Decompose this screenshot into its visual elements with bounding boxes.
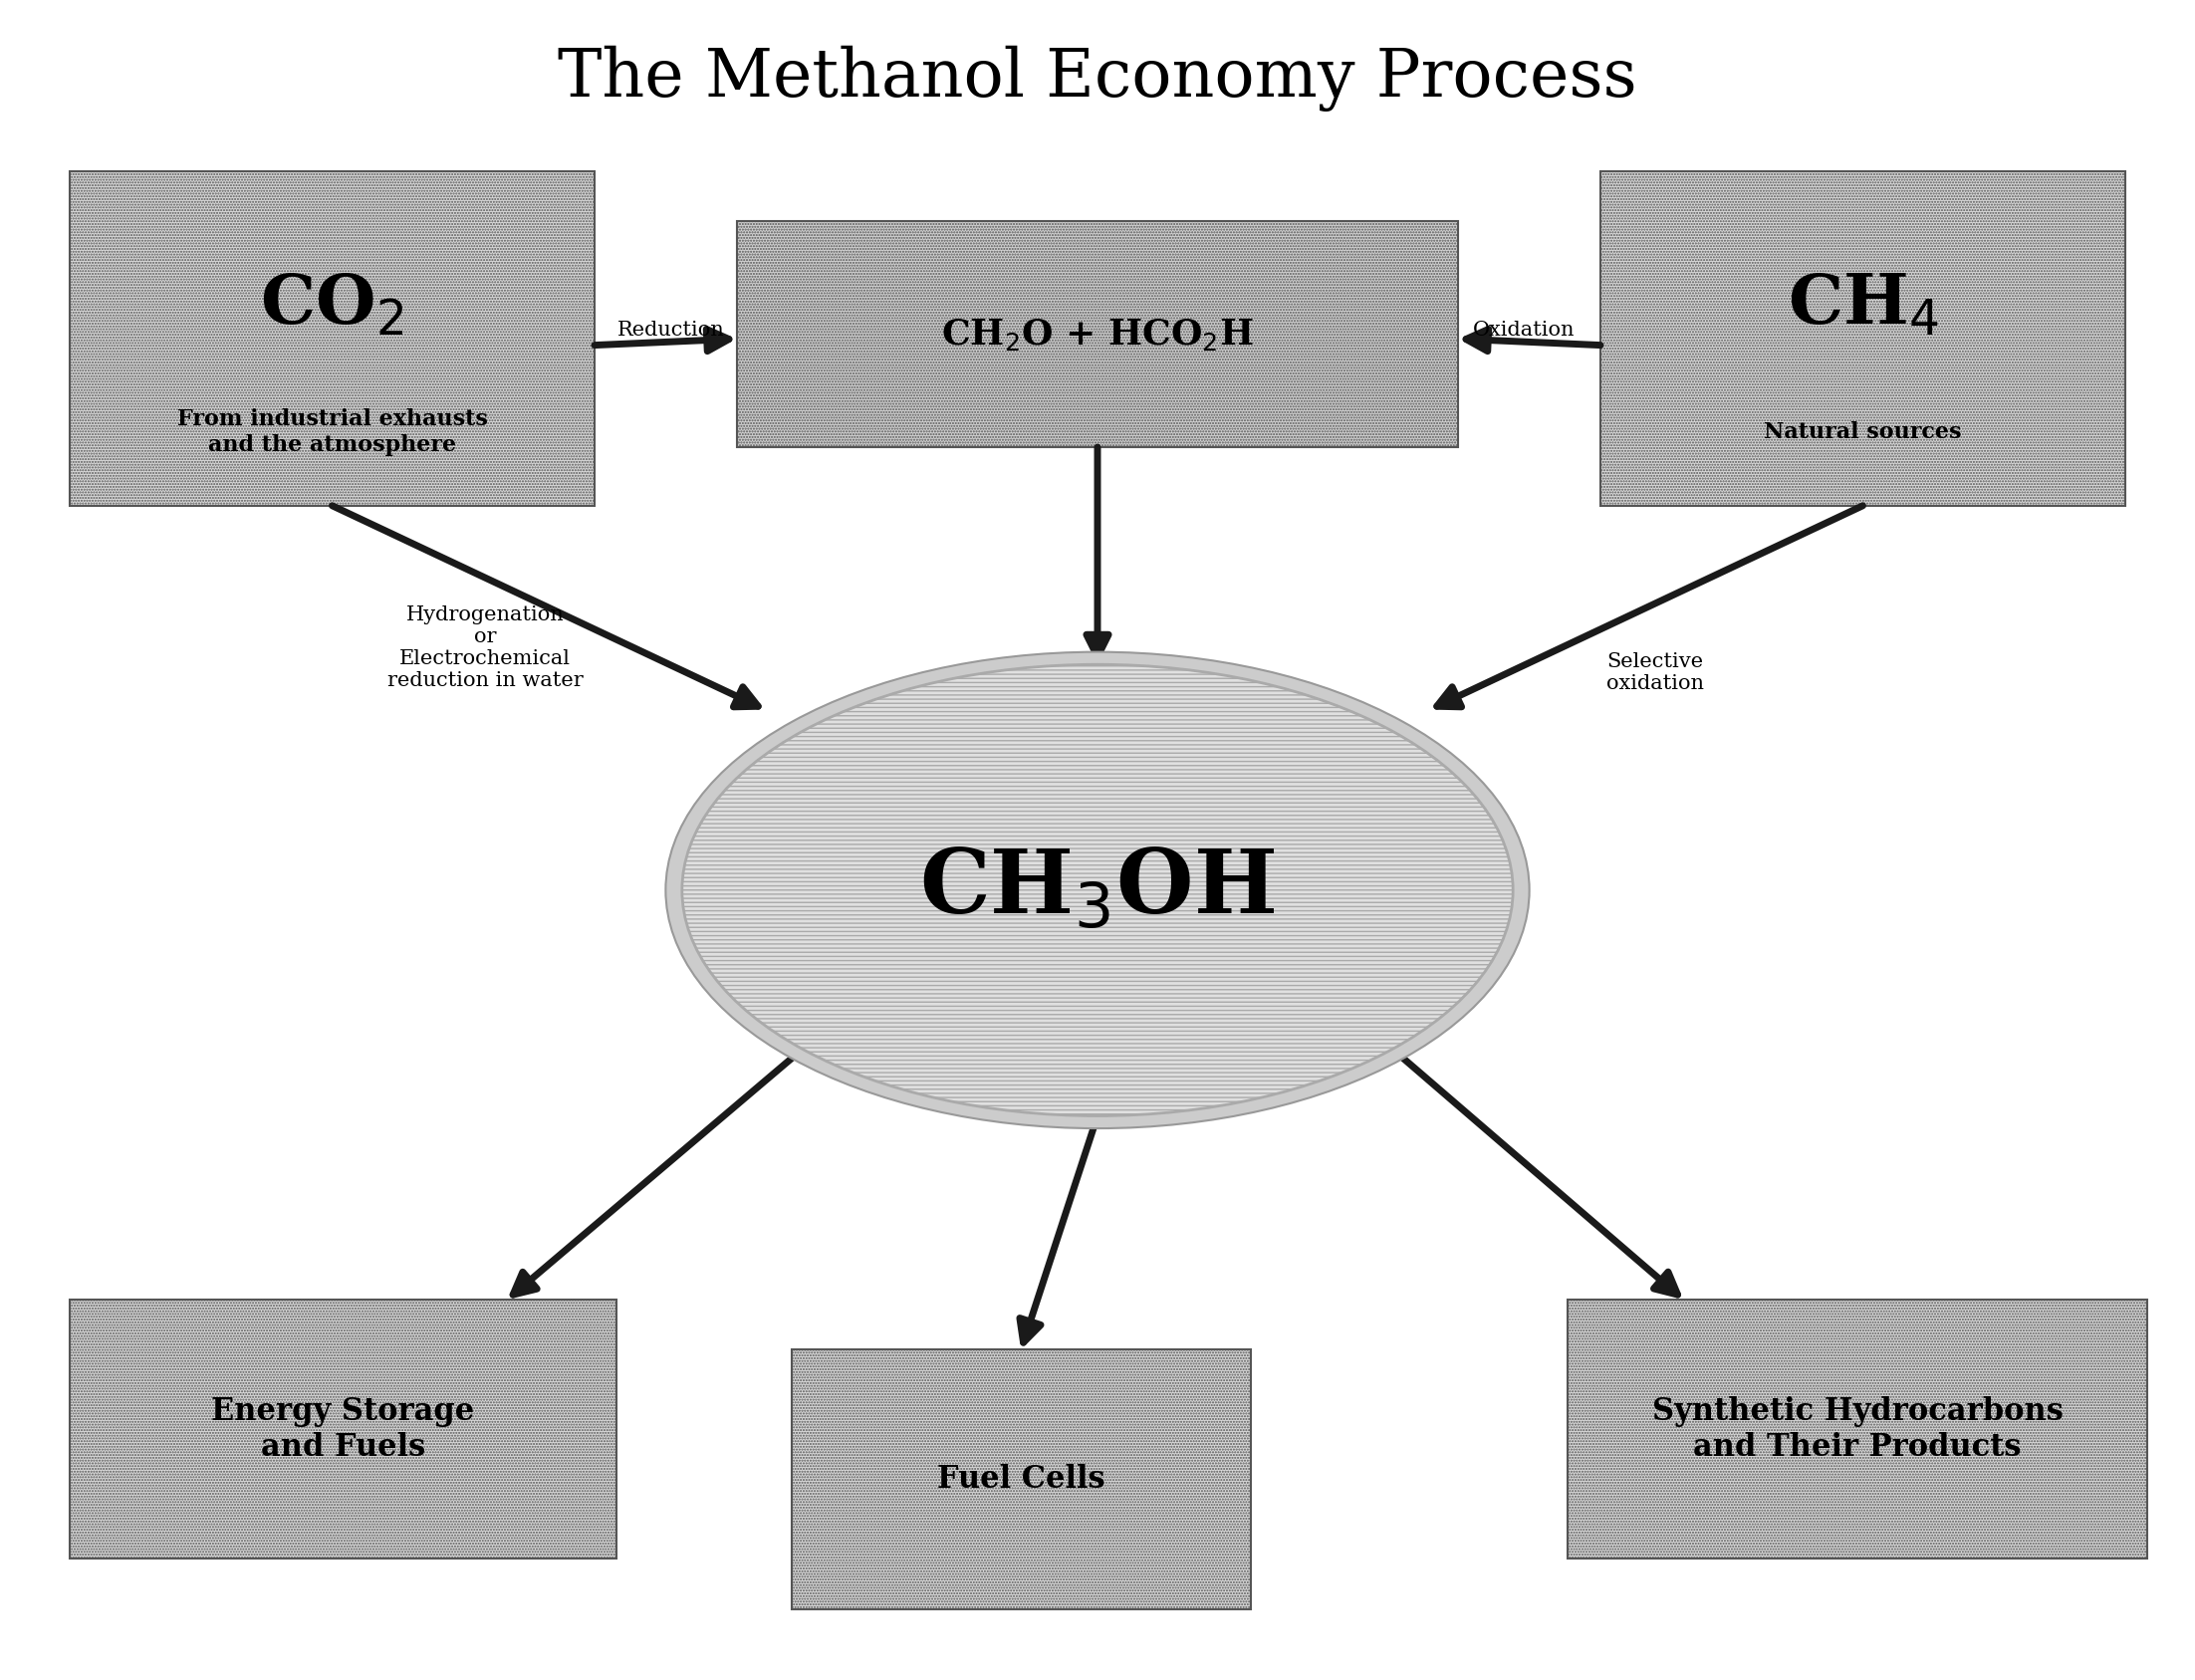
- Text: Selective
oxidation: Selective oxidation: [1607, 652, 1703, 694]
- Text: Fuel Cells: Fuel Cells: [937, 1463, 1104, 1495]
- FancyBboxPatch shape: [738, 222, 1457, 447]
- Text: From industrial exhausts
and the atmosphere: From industrial exhausts and the atmosph…: [178, 408, 487, 455]
- Text: Natural sources: Natural sources: [1765, 422, 1962, 444]
- Text: Synthetic Hydrocarbons
and Their Products: Synthetic Hydrocarbons and Their Product…: [1653, 1396, 2063, 1463]
- Text: Oxidation: Oxidation: [1473, 321, 1576, 339]
- FancyBboxPatch shape: [70, 171, 595, 506]
- FancyBboxPatch shape: [1567, 1300, 2147, 1559]
- Text: Energy Storage
and Fuels: Energy Storage and Fuels: [211, 1396, 474, 1463]
- Text: CH$_2$O + HCO$_2$H: CH$_2$O + HCO$_2$H: [942, 316, 1253, 353]
- Text: Reduction: Reduction: [617, 321, 724, 339]
- Text: CO$_2$: CO$_2$: [261, 272, 404, 338]
- FancyBboxPatch shape: [792, 1349, 1251, 1609]
- FancyBboxPatch shape: [70, 1300, 617, 1559]
- Text: The Methanol Economy Process: The Methanol Economy Process: [558, 45, 1637, 113]
- Text: Hydrogenation
or
Electrochemical
reduction in water: Hydrogenation or Electrochemical reducti…: [386, 605, 584, 690]
- Ellipse shape: [665, 652, 1530, 1129]
- Text: CH$_3$OH: CH$_3$OH: [920, 847, 1275, 934]
- Ellipse shape: [683, 665, 1512, 1116]
- FancyBboxPatch shape: [1600, 171, 2125, 506]
- Text: CH$_4$: CH$_4$: [1787, 272, 1938, 338]
